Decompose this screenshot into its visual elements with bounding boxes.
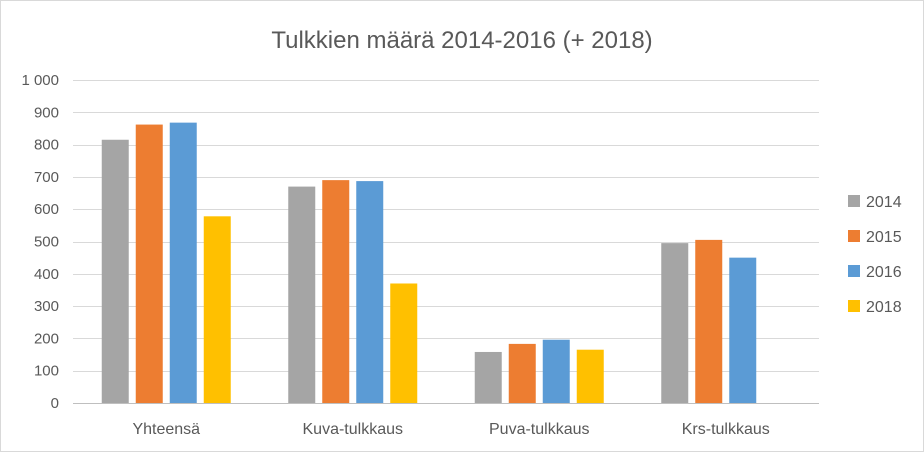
legend-swatch-2018 — [848, 300, 860, 312]
bar-2015-0 — [135, 124, 163, 403]
legend: 2014 2015 2016 2018 — [848, 194, 902, 316]
y-tick-label: 400 — [34, 266, 59, 283]
bar-2014-1 — [288, 186, 316, 403]
y-tick-label: 0 — [51, 395, 59, 412]
legend-label: 2016 — [866, 264, 902, 281]
legend-label: 2015 — [866, 229, 902, 246]
legend-label: 2018 — [866, 299, 902, 316]
y-tick-label: 800 — [34, 137, 59, 154]
gridlines — [73, 80, 819, 404]
y-tick-label: 1 000 — [21, 72, 59, 89]
x-category-label: Krs-tulkkaus — [682, 421, 770, 438]
bar-2015-2 — [508, 343, 536, 403]
y-tick-label: 100 — [34, 363, 59, 380]
bar-2018-2 — [576, 349, 604, 403]
bar-2018-1 — [390, 283, 418, 403]
bar-2015-3 — [695, 239, 723, 403]
y-tick-label: 900 — [34, 104, 59, 121]
bar-2016-0 — [169, 122, 197, 404]
bar-2016-1 — [356, 181, 384, 403]
bar-2018-0 — [203, 216, 231, 403]
x-category-label: Kuva-tulkkaus — [303, 421, 404, 438]
legend-swatch-2014 — [848, 195, 860, 207]
bar-2014-3 — [661, 243, 689, 403]
bar-2016-2 — [542, 339, 570, 403]
bars — [101, 122, 757, 404]
legend-label: 2014 — [866, 194, 902, 211]
y-tick-label: 300 — [34, 298, 59, 315]
legend-swatch-2016 — [848, 265, 860, 277]
y-tick-label: 600 — [34, 201, 59, 218]
bar-2014-2 — [474, 351, 502, 403]
y-tick-label: 500 — [34, 234, 59, 251]
x-axis-categories: Yhteensä Kuva-tulkkaus Puva-tulkkaus Krs-tu… — [132, 421, 769, 438]
x-category-label: Puva-tulkkaus — [489, 421, 590, 438]
y-tick-label: 200 — [34, 330, 59, 347]
legend-swatch-2015 — [848, 230, 860, 242]
y-axis-ticks: 0 100 200 300 400 500 600 700 800 900 1 000 — [21, 72, 59, 412]
chart-title: Tulkkien määrä 2014-2016 (+ 2018) — [271, 27, 652, 54]
y-tick-label: 700 — [34, 169, 59, 186]
bar-2014-0 — [101, 139, 129, 403]
bar-2016-3 — [729, 257, 757, 403]
x-category-label: Yhteensä — [132, 421, 200, 438]
bar-2015-1 — [322, 180, 350, 403]
